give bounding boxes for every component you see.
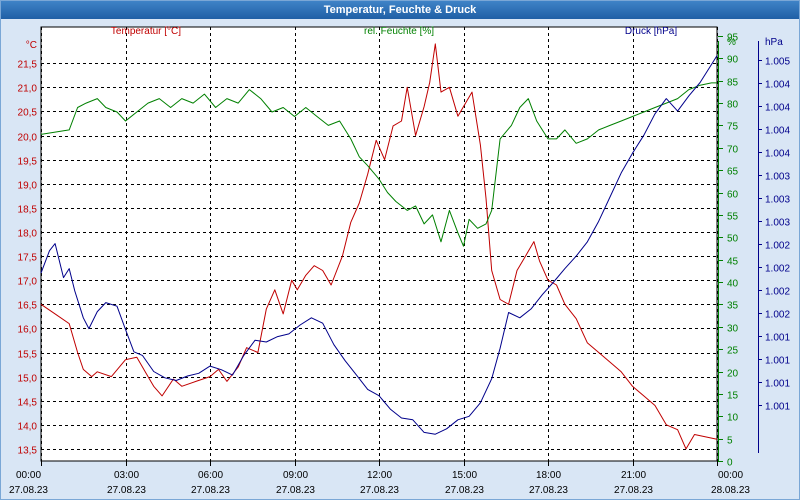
- humidity-unit-label: %: [727, 37, 736, 48]
- chart-area: 13,5 14,0 14,5 15,0 15,5 16,0 16,5 17,0 17,5 18,0…: [1, 19, 799, 499]
- x-tick-date-label: 27.08.23: [191, 485, 230, 496]
- temperature-tick-label: 14,0: [18, 422, 38, 433]
- pressure-tick-label: 1.001: [765, 333, 790, 344]
- series-lines: [40, 43, 718, 450]
- humidity-tick-label: 35: [727, 301, 739, 312]
- x-tick-date-label: 27.08.23: [9, 485, 48, 496]
- humidity-tick-label: 15: [727, 391, 739, 402]
- humidity-tick-label: 45: [727, 257, 739, 268]
- axes: [40, 26, 762, 466]
- pressure-tick-label: 1.003: [765, 195, 790, 206]
- x-tick-time-label: 03:00: [114, 470, 139, 481]
- temperature-tick-label: 16,5: [18, 301, 38, 312]
- temperature-tick-label: 18,0: [18, 229, 38, 240]
- x-tick-date-label: 27.08.23: [529, 485, 568, 496]
- temperature-tick-label: 18,5: [18, 205, 38, 216]
- pressure-tick-label: 1.004: [765, 149, 790, 160]
- pressure-tick-label: 1.001: [765, 402, 790, 413]
- pressure-tick-label: 1.002: [765, 310, 790, 321]
- pressure-tick-label: 1.001: [765, 356, 790, 367]
- x-tick-date-label: 27.08.23: [614, 485, 653, 496]
- pressure-tick-label: 1.005: [765, 57, 790, 68]
- humidity-tick-label: 75: [727, 122, 739, 133]
- humidity-tick-label: 70: [727, 145, 739, 156]
- pressure-tick-label: 1.004: [765, 103, 790, 114]
- x-tick-date-label: 27.08.23: [107, 485, 146, 496]
- humidity-tick-label: 5: [727, 436, 733, 447]
- pressure-tick-label: 1.004: [765, 126, 790, 137]
- temperature-tick-label: 19,0: [18, 181, 38, 192]
- humidity-tick-label: 60: [727, 190, 739, 201]
- x-tick-time-label: 06:00: [198, 470, 223, 481]
- x-tick-date-label: 28.08.23: [711, 485, 750, 496]
- pressure-unit-label: hPa: [765, 37, 783, 48]
- temperature-tick-label: 13,5: [18, 446, 38, 457]
- axis-labels: 13,5 14,0 14,5 15,0 15,5 16,0 16,5 17,0 17,5 18,0…: [9, 33, 790, 497]
- x-tick-time-label: 15:00: [452, 470, 477, 481]
- temperature-tick-label: 21,5: [18, 60, 38, 71]
- pressure-tick-label: 1.002: [765, 287, 790, 298]
- pressure-legend-label: Druck [hPa]: [625, 26, 677, 37]
- temperature-unit-label: °C: [26, 40, 37, 51]
- humidity-tick-label: 0: [727, 458, 733, 469]
- temperature-tick-label: 15,5: [18, 350, 38, 361]
- window-title: Temperatur, Feuchte & Druck: [1, 1, 799, 19]
- humidity-tick-label: 40: [727, 279, 739, 290]
- temperature-tick-label: 15,0: [18, 374, 38, 385]
- humidity-legend-label: rel. Feuchte [%]: [364, 26, 434, 37]
- temperature-tick-label: 19,5: [18, 157, 38, 168]
- x-tick-time-label: 12:00: [367, 470, 392, 481]
- pressure-tick-label: 1.004: [765, 80, 790, 91]
- pressure-tick-label: 1.002: [765, 241, 790, 252]
- temperature-tick-label: 17,0: [18, 277, 38, 288]
- x-tick-date-label: 27.08.23: [276, 485, 315, 496]
- legend: Temperatur [°C] rel. Feuchte [%] Druck [hP…: [111, 26, 677, 37]
- pressure-tick-label: 1.001: [765, 379, 790, 390]
- temperature-tick-label: 20,0: [18, 133, 38, 144]
- pressure-series-line: [40, 55, 718, 435]
- temperature-tick-label: 21,0: [18, 84, 38, 95]
- humidity-series-line: [40, 82, 717, 247]
- pressure-tick-label: 1.003: [765, 172, 790, 183]
- x-tick-date-label: 27.08.23: [360, 485, 399, 496]
- humidity-tick-label: 90: [727, 55, 739, 66]
- humidity-tick-label: 80: [727, 100, 739, 111]
- x-tick-time-label: 00:00: [718, 470, 743, 481]
- humidity-tick-label: 50: [727, 234, 739, 245]
- x-tick-date-label: 27.08.23: [445, 485, 484, 496]
- temperature-series-line: [40, 43, 718, 450]
- pressure-tick-label: 1.002: [765, 264, 790, 275]
- temperature-legend-label: Temperatur [°C]: [111, 26, 181, 37]
- x-tick-time-label: 21:00: [621, 470, 646, 481]
- humidity-tick-label: 95: [727, 33, 739, 44]
- humidity-tick-label: 10: [727, 413, 739, 424]
- temperature-tick-label: 17,5: [18, 253, 38, 264]
- temperature-tick-label: 20,5: [18, 108, 38, 119]
- humidity-tick-label: 65: [727, 167, 739, 178]
- humidity-tick-label: 85: [727, 78, 739, 89]
- pressure-tick-label: 1.003: [765, 218, 790, 229]
- temperature-tick-label: 14,5: [18, 398, 38, 409]
- x-tick-time-label: 18:00: [536, 470, 561, 481]
- temperature-tick-label: 16,0: [18, 325, 38, 336]
- humidity-tick-label: 30: [727, 324, 739, 335]
- humidity-tick-label: 25: [727, 346, 739, 357]
- x-tick-time-label: 09:00: [283, 470, 308, 481]
- humidity-tick-label: 20: [727, 369, 739, 380]
- humidity-tick-label: 55: [727, 212, 739, 223]
- x-tick-time-label: 00:00: [16, 470, 41, 481]
- line-chart: 13,5 14,0 14,5 15,0 15,5 16,0 16,5 17,0 17,5 18,0…: [9, 26, 790, 497]
